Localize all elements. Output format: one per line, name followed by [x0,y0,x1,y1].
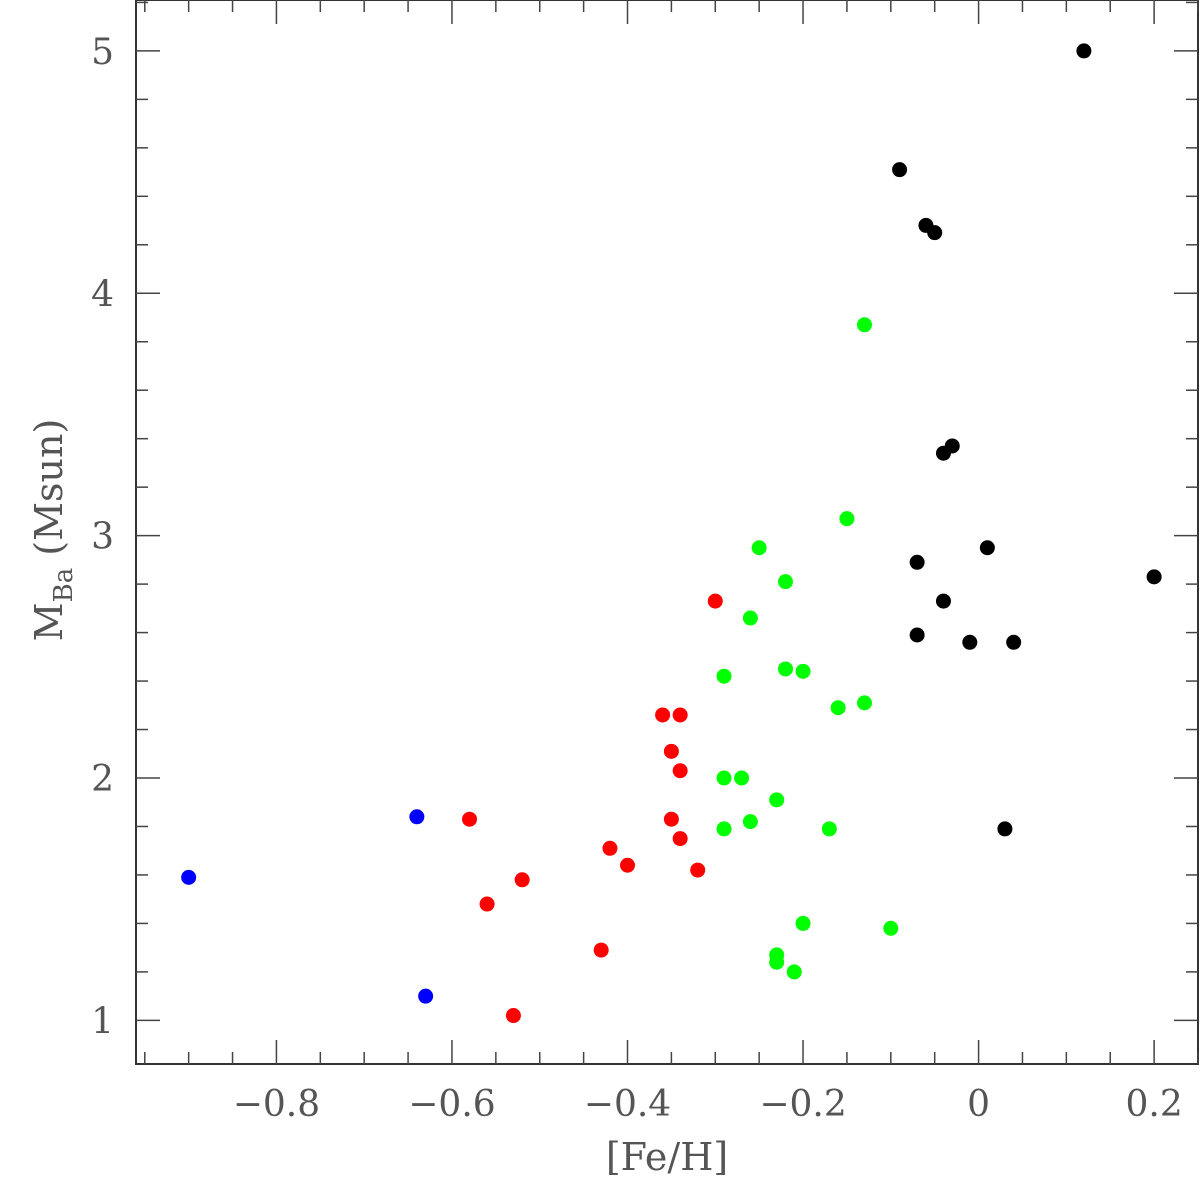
data-point [602,840,618,856]
data-point [769,954,785,970]
data-points [181,43,1162,1024]
y-axis-label-unit: (Msun) [27,419,71,556]
data-point [1006,634,1022,650]
data-point [742,610,758,626]
data-point [892,162,908,178]
data-point [593,942,609,958]
y-tick-label: 2 [91,759,114,800]
data-point [979,540,995,556]
svg-text:MBa (Msun): MBa (Msun) [27,419,79,642]
axis-ticks [136,0,1199,1064]
data-point [734,770,750,786]
data-point [672,831,688,847]
x-tick-label: −0.8 [233,1084,320,1125]
data-point [856,695,872,711]
data-point [1146,569,1162,585]
y-axis-label-spacer [27,556,71,568]
x-tick-label: −0.6 [408,1084,495,1125]
data-point [663,743,679,759]
data-point [751,540,767,556]
data-point [672,763,688,779]
data-point [909,554,925,570]
x-tick-label: 0 [967,1084,990,1125]
data-point [997,821,1013,837]
data-point [716,668,732,684]
y-tick-label: 5 [91,32,114,73]
data-point [1076,43,1092,59]
plot-frame [135,0,1199,1065]
data-point [962,634,978,650]
data-point [777,661,793,677]
y-tick-label: 1 [91,1001,114,1042]
data-point [690,862,706,878]
data-point [795,915,811,931]
x-tick-label: 0.2 [1125,1084,1182,1125]
data-point [479,896,495,912]
data-point [707,593,723,609]
data-point [716,821,732,837]
x-axis-label: [Fe/H] [606,1135,728,1179]
x-tick-label: −0.2 [759,1084,846,1125]
data-point [944,438,960,454]
data-point [663,811,679,827]
y-axis-label-subscript: Ba [49,568,79,603]
data-point [839,511,855,527]
data-point [181,869,197,885]
data-point [777,574,793,590]
data-point [909,627,925,643]
data-point [935,593,951,609]
y-tick-label: 3 [91,517,114,558]
data-point [786,964,802,980]
axis-tick-labels: −0.8 −0.6 −0.4 −0.2 0 0.2 1 2 3 4 5 [91,32,1183,1125]
data-point [927,225,943,241]
data-point [821,821,837,837]
data-point [655,707,671,723]
data-point [409,809,425,825]
data-point [769,792,785,808]
y-tick-label: 4 [91,274,114,315]
data-point [830,700,846,716]
data-point [716,770,732,786]
x-tick-label: −0.4 [584,1084,671,1125]
data-point [742,814,758,830]
data-point [620,857,636,873]
data-point [462,811,478,827]
y-axis-label: MBa (Msun) [27,419,79,642]
data-point [672,707,688,723]
data-point [418,988,434,1004]
data-point [514,872,530,888]
y-axis-label-main: M [27,602,71,641]
data-point [795,663,811,679]
data-point [856,317,872,333]
data-point [505,1008,521,1024]
data-point [883,920,899,936]
